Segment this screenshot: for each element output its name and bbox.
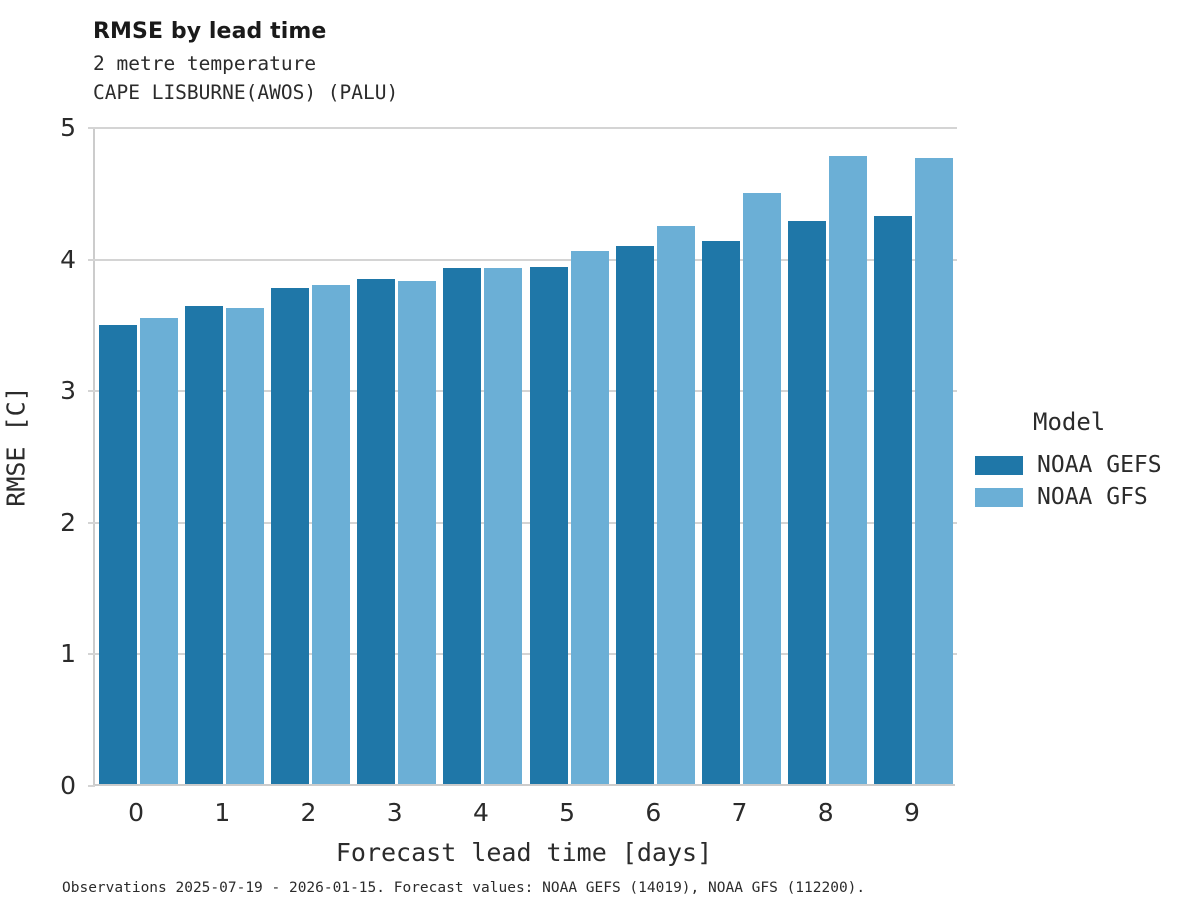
y-axis-tick-label: 2: [60, 507, 76, 537]
x-axis-tick-label: 4: [472, 798, 489, 827]
y-axis-tick-label: 3: [60, 376, 76, 406]
bar[interactable]: [398, 281, 437, 784]
bar[interactable]: [915, 157, 954, 784]
bar-group: [529, 126, 609, 784]
legend: Model NOAA GEFS NOAA GFS: [975, 408, 1162, 513]
gridline: [95, 653, 957, 656]
legend-item-label: NOAA GEFS: [1037, 452, 1162, 478]
bar[interactable]: [443, 268, 482, 784]
bar[interactable]: [357, 278, 396, 784]
gridline: [95, 521, 957, 524]
page-title: RMSE by lead time: [93, 19, 327, 44]
x-axis-tick-label: 1: [214, 798, 231, 827]
bar-group: [357, 126, 437, 784]
legend-item-label: NOAA GFS: [1037, 484, 1148, 510]
y-axis-tick-label: 1: [60, 639, 76, 669]
bar[interactable]: [98, 324, 137, 784]
bar[interactable]: [874, 215, 913, 784]
y-axis-tick: [88, 258, 95, 261]
bar-group: [874, 126, 954, 784]
bar-group: [443, 126, 523, 784]
y-axis-tick: [88, 521, 95, 524]
legend-rows: NOAA GEFS NOAA GFS: [975, 449, 1162, 513]
bar-group: [98, 126, 178, 784]
legend-item-noaa-gfs[interactable]: NOAA GFS: [975, 481, 1162, 513]
bar-group: [702, 126, 781, 784]
y-axis-tick: [88, 653, 95, 656]
bar[interactable]: [743, 193, 781, 784]
bar[interactable]: [615, 245, 654, 784]
gridline: [95, 258, 957, 261]
title-block: RMSE by lead time 2 metre temperature CA…: [93, 18, 953, 107]
bar[interactable]: [484, 268, 523, 784]
x-axis-tick-label: 3: [386, 798, 403, 827]
legend-swatch-icon: [975, 487, 1023, 507]
x-axis-tick-label: 2: [300, 798, 317, 827]
bar[interactable]: [702, 240, 740, 784]
legend-item-noaa-gefs[interactable]: NOAA GEFS: [975, 449, 1162, 481]
bar[interactable]: [656, 226, 695, 784]
plot-area: [88, 126, 957, 787]
bar[interactable]: [312, 285, 350, 784]
y-axis-tick-labels: 0 1 2 3 4 5: [0, 0, 76, 919]
y-axis-title: RMSE [C]: [1, 386, 31, 507]
bar-group: [271, 126, 350, 784]
gridline: [95, 127, 957, 129]
bar[interactable]: [225, 307, 264, 784]
bar[interactable]: [788, 220, 827, 784]
x-axis-tick-label: 8: [817, 798, 834, 827]
bar[interactable]: [829, 156, 868, 784]
legend-title: Model: [1033, 408, 1106, 436]
y-axis-tick-label: 4: [60, 244, 76, 274]
bar[interactable]: [529, 266, 568, 784]
y-axis-tick-label: 5: [60, 113, 76, 142]
bar[interactable]: [139, 318, 178, 784]
x-axis-title: Forecast lead time [days]: [335, 838, 713, 867]
bar-group: [184, 126, 264, 784]
bars-layer: [95, 126, 957, 784]
bar-group: [615, 126, 695, 784]
gridline: [95, 390, 957, 393]
x-axis-tick-label: 9: [903, 798, 920, 827]
y-axis-tick-label: 0: [60, 771, 76, 800]
x-axis-tick-label: 7: [731, 798, 748, 827]
x-axis-tick-label: 5: [559, 798, 576, 827]
bar-group: [788, 126, 868, 784]
y-axis-tick: [88, 785, 95, 787]
x-axis-tick-label: 6: [645, 798, 662, 827]
y-axis-tick: [88, 127, 95, 129]
footer-note: Observations 2025-07-19 - 2026-01-15. Fo…: [62, 880, 866, 896]
bar[interactable]: [184, 306, 223, 784]
x-axis-tick-label: 0: [128, 798, 145, 827]
bar[interactable]: [271, 287, 309, 784]
subtitle-station: CAPE LISBURNE(AWOS) (PALU): [93, 81, 399, 104]
subtitle-variable: 2 metre temperature: [93, 52, 317, 75]
legend-swatch-icon: [975, 455, 1023, 475]
bar[interactable]: [570, 251, 609, 784]
chart-subtitle: 2 metre temperature CAPE LISBURNE(AWOS) …: [93, 49, 953, 107]
y-axis-tick: [88, 390, 95, 393]
